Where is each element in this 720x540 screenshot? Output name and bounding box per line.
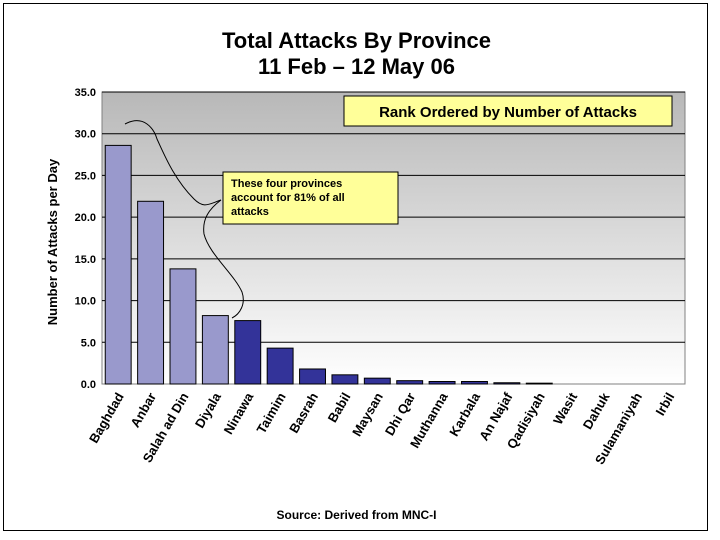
- x-tick-label: Wasit: [550, 389, 580, 427]
- chart-title-line1: Total Attacks By Province: [222, 28, 491, 53]
- x-tick-label: Baghdad: [86, 390, 127, 446]
- callout-box: [222, 171, 399, 225]
- y-tick-label: 25.0: [75, 170, 96, 182]
- callout-connector: [124, 120, 222, 206]
- bar: [266, 347, 294, 385]
- callout-line-1: These four provinces: [231, 178, 342, 190]
- y-tick-label: 0.0: [81, 379, 96, 391]
- y-tick-label: 35.0: [75, 87, 96, 99]
- bars: [104, 144, 553, 385]
- bar: [104, 144, 132, 385]
- x-tick-label: Maysan: [349, 390, 386, 439]
- x-tick-label: Basrah: [286, 390, 321, 436]
- bar: [525, 382, 553, 385]
- slide: Total Attacks By Province 11 Feb – 12 Ma…: [3, 3, 708, 531]
- x-tick-label: Anbar: [127, 390, 159, 430]
- bar: [461, 380, 488, 385]
- rank-box: [343, 95, 673, 127]
- x-tick-label: Irbil: [652, 390, 677, 418]
- bar: [234, 320, 262, 385]
- bar: [137, 200, 165, 385]
- bar: [331, 374, 359, 385]
- y-tick-label: 30.0: [75, 129, 96, 141]
- bar: [299, 368, 326, 385]
- rank-box-text: Rank Ordered by Number of Attacks: [379, 104, 637, 121]
- x-tick-label: Dhi Qar: [382, 390, 418, 438]
- y-tick-label: 10.0: [75, 296, 96, 308]
- y-axis-label: Number of Attacks per Day: [45, 158, 60, 325]
- bar: [396, 380, 424, 385]
- bar: [363, 377, 391, 385]
- callout-line-3: attacks: [231, 206, 269, 218]
- y-tick-label: 5.0: [81, 337, 96, 349]
- bar: [169, 268, 197, 385]
- y-tick-label: 20.0: [75, 212, 96, 224]
- x-tick-label: Taimim: [253, 390, 288, 436]
- x-tick-label: Babil: [325, 390, 354, 425]
- x-tick-label: Dahuk: [580, 389, 613, 432]
- source-note: Source: Derived from MNC-I: [276, 508, 437, 522]
- y-tick-labels: 0.0 5.0 10.0 15.0 20.0 25.0 30.0 35.0: [75, 87, 96, 391]
- chart-title-line2: 11 Feb – 12 May 06: [258, 54, 455, 79]
- y-tick-label: 15.0: [75, 254, 96, 266]
- bar: [201, 315, 229, 385]
- x-tick-label: Diyala: [192, 389, 225, 430]
- plot-area: [101, 91, 686, 385]
- bar: [493, 382, 521, 385]
- bar: [428, 380, 456, 385]
- callout-connector-lower: [203, 199, 244, 319]
- callout-line-2: account for 81% of all: [231, 192, 345, 204]
- bar-chart: 0.0 5.0 10.0 15.0 20.0 25.0 30.0 35.0 Baghdad An…: [45, 87, 686, 467]
- x-tick-label: Ninawa: [221, 389, 257, 437]
